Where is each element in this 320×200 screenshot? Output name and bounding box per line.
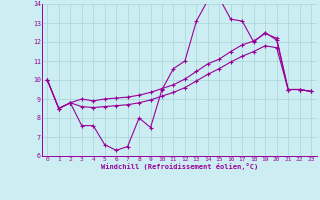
X-axis label: Windchill (Refroidissement éolien,°C): Windchill (Refroidissement éolien,°C)	[100, 163, 258, 170]
